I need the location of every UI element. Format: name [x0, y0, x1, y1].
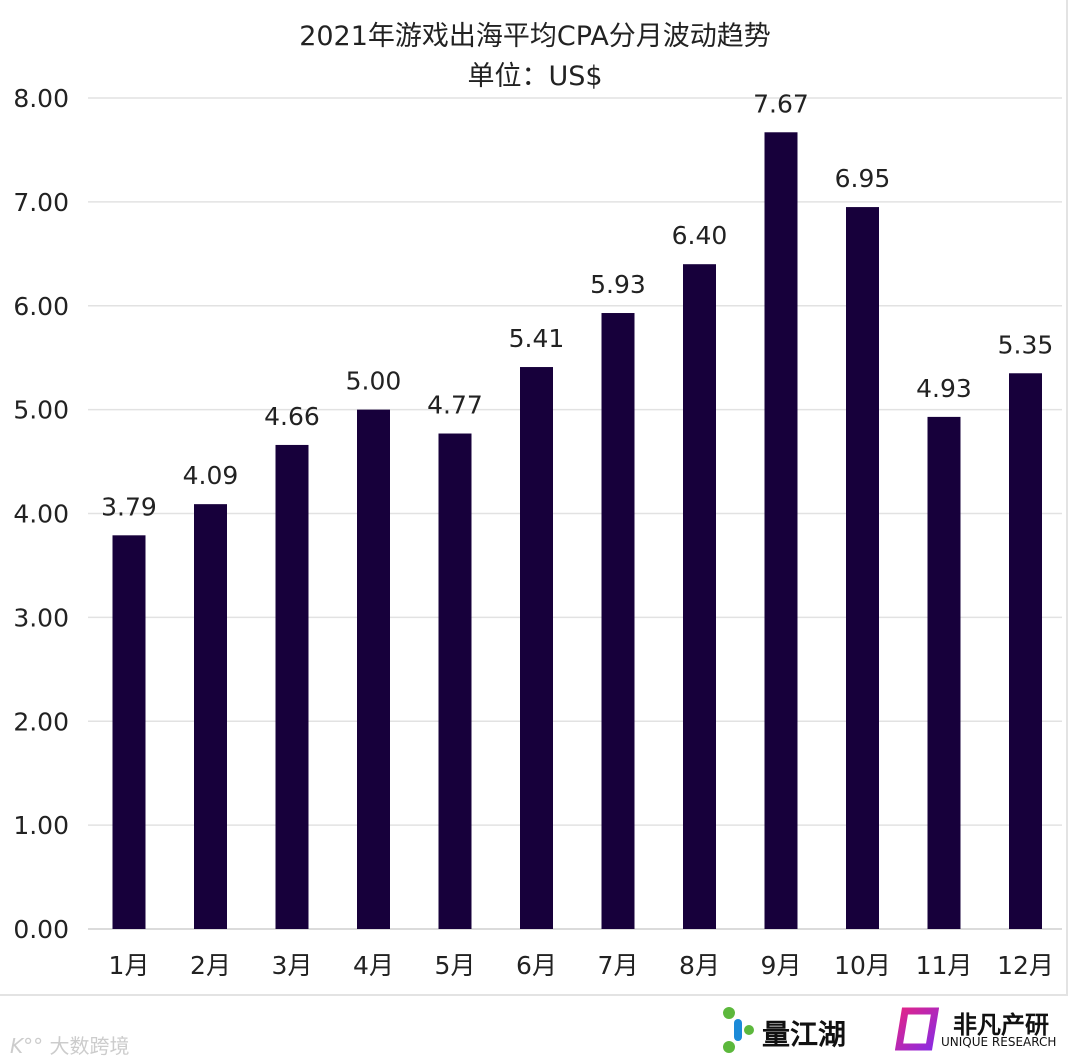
x-tick-label: 8月	[679, 951, 720, 980]
bar	[438, 433, 472, 929]
y-tick-label: 0.00	[13, 915, 69, 944]
data-label: 4.77	[427, 391, 483, 420]
bar	[194, 504, 227, 929]
x-tick-label: 3月	[272, 951, 313, 980]
y-tick-label: 1.00	[13, 811, 69, 840]
x-tick-label: 1月	[109, 951, 150, 980]
bar	[520, 367, 553, 929]
data-label: 5.35	[998, 330, 1054, 359]
chart-frame	[0, 0, 1068, 996]
liangjianghu-logo: 量江湖	[722, 1005, 846, 1059]
bar	[1009, 373, 1042, 929]
chart-subtitle: 单位：US$	[467, 61, 603, 92]
x-tick-label: 5月	[435, 951, 476, 980]
y-tick-label: 6.00	[13, 292, 69, 321]
bar-chart: 0.00 1.00 2.00 3.00 4.00 5.00 6.00 7.00 8.00 3.79…	[13, 84, 1062, 980]
data-label: 3.79	[101, 492, 157, 521]
y-tick-label: 4.00	[13, 500, 69, 529]
y-tick-label: 8.00	[13, 84, 69, 113]
y-tick-label: 7.00	[13, 188, 69, 217]
data-label: 5.41	[509, 324, 565, 353]
data-label: 5.00	[346, 367, 402, 396]
data-label: 5.93	[590, 270, 646, 299]
watermark-logo: K°° 大数跨境	[10, 1034, 130, 1058]
bar	[846, 207, 879, 930]
data-label: 4.66	[264, 402, 320, 431]
x-tick-label: 2月	[190, 951, 231, 980]
x-tick-label: 6月	[516, 951, 557, 980]
chart-title: 2021年游戏出海平均CPA分月波动趋势	[299, 21, 771, 52]
bar	[357, 409, 390, 929]
y-tick-label: 3.00	[13, 603, 69, 632]
bar	[601, 313, 635, 929]
bar	[927, 416, 961, 929]
y-tick-label: 2.00	[13, 707, 69, 736]
bar	[764, 132, 798, 929]
bar	[275, 444, 309, 929]
bar	[112, 535, 146, 929]
data-label: 6.95	[835, 164, 891, 193]
x-tick-label: 7月	[598, 951, 639, 980]
liangjianghu-logo-icon	[723, 1007, 754, 1053]
x-tick-label: 4月	[353, 951, 394, 980]
x-tick-label: 12月	[997, 951, 1054, 980]
unique-research-logo: 非凡产研 UNIQUE RESEARCH	[895, 1005, 1065, 1055]
x-tick-label: 10月	[834, 951, 891, 980]
x-tick-label: 9月	[761, 951, 802, 980]
data-label: 7.67	[753, 89, 809, 118]
bar	[683, 264, 716, 929]
y-tick-label: 5.00	[13, 396, 69, 425]
data-label: 4.93	[916, 374, 972, 403]
x-tick-label: 11月	[916, 951, 973, 980]
unique-research-logo-icon	[895, 1007, 939, 1051]
data-label: 4.09	[183, 461, 239, 490]
data-label: 6.40	[672, 221, 728, 250]
